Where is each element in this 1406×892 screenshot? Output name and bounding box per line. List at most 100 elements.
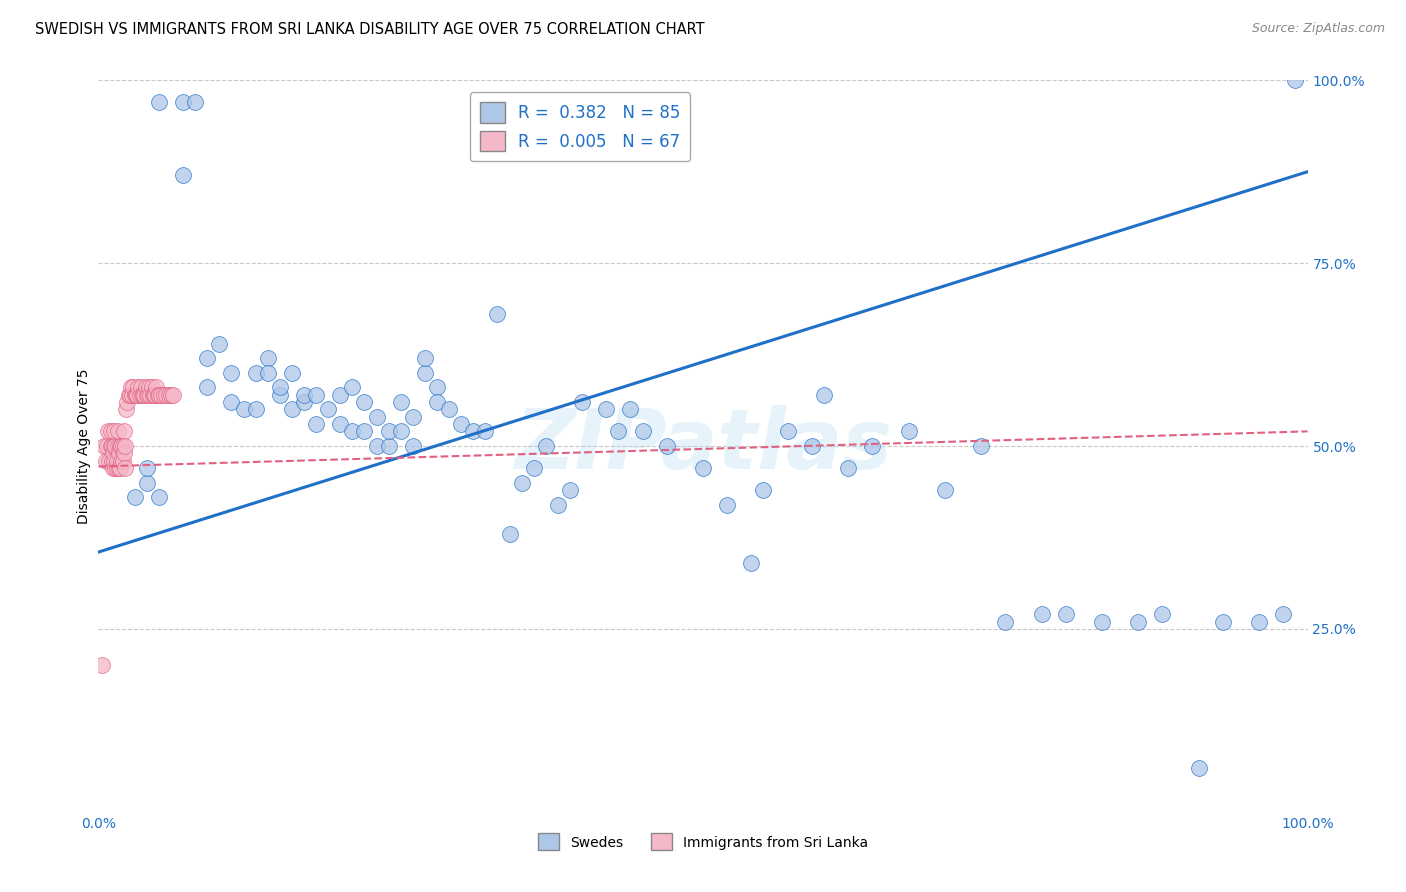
Point xyxy=(413,351,436,366)
Point xyxy=(523,461,546,475)
Text: ZIPatlas: ZIPatlas xyxy=(515,406,891,486)
Point xyxy=(221,395,243,409)
Point xyxy=(157,388,180,402)
Point xyxy=(108,446,131,460)
Point xyxy=(125,388,148,402)
Point xyxy=(160,388,183,402)
Point xyxy=(486,307,509,321)
Point xyxy=(103,453,125,467)
Point xyxy=(139,388,162,402)
Point xyxy=(498,526,520,541)
Point xyxy=(1031,607,1053,622)
Point xyxy=(413,366,436,380)
Point xyxy=(329,388,352,402)
Point xyxy=(426,395,449,409)
Point xyxy=(135,461,157,475)
Point xyxy=(143,388,166,402)
Point xyxy=(132,388,155,402)
Point xyxy=(103,425,125,439)
Point xyxy=(377,425,399,439)
Point xyxy=(104,439,127,453)
Point xyxy=(558,483,581,497)
Point xyxy=(837,461,859,475)
Point xyxy=(97,425,120,439)
Text: SWEDISH VS IMMIGRANTS FROM SRI LANKA DISABILITY AGE OVER 75 CORRELATION CHART: SWEDISH VS IMMIGRANTS FROM SRI LANKA DIS… xyxy=(35,22,704,37)
Point xyxy=(353,425,375,439)
Point xyxy=(607,425,630,439)
Point xyxy=(128,388,150,402)
Point xyxy=(1152,607,1174,622)
Point xyxy=(463,425,485,439)
Point xyxy=(655,439,678,453)
Point xyxy=(107,425,129,439)
Point xyxy=(305,417,328,431)
Point xyxy=(150,388,173,402)
Point xyxy=(195,351,218,366)
Point xyxy=(970,439,993,453)
Point xyxy=(547,498,569,512)
Point xyxy=(129,380,152,394)
Point xyxy=(111,439,134,453)
Point xyxy=(474,425,496,439)
Point xyxy=(402,439,425,453)
Point xyxy=(1249,615,1271,629)
Point xyxy=(813,388,835,402)
Point xyxy=(148,95,170,110)
Point xyxy=(91,658,114,673)
Point xyxy=(377,439,399,453)
Point xyxy=(100,439,122,453)
Point xyxy=(595,402,617,417)
Point xyxy=(112,425,135,439)
Point xyxy=(292,388,315,402)
Point xyxy=(112,446,135,460)
Point xyxy=(135,388,157,402)
Point xyxy=(100,453,122,467)
Point xyxy=(120,380,142,394)
Point xyxy=(172,169,194,183)
Point xyxy=(402,409,425,424)
Point xyxy=(281,366,304,380)
Point xyxy=(107,439,129,453)
Point xyxy=(94,453,117,467)
Point xyxy=(292,395,315,409)
Point xyxy=(534,439,557,453)
Point xyxy=(136,388,159,402)
Point xyxy=(155,388,177,402)
Point xyxy=(342,425,364,439)
Point xyxy=(510,475,533,490)
Point xyxy=(256,366,278,380)
Point xyxy=(105,461,128,475)
Point xyxy=(100,425,122,439)
Point xyxy=(115,402,138,417)
Point xyxy=(135,475,157,490)
Point xyxy=(124,388,146,402)
Point xyxy=(148,490,170,504)
Point xyxy=(127,388,149,402)
Point xyxy=(135,380,157,394)
Point xyxy=(104,461,127,475)
Point xyxy=(117,395,139,409)
Point xyxy=(110,453,132,467)
Point xyxy=(1212,615,1234,629)
Point xyxy=(118,388,141,402)
Point xyxy=(145,380,167,394)
Point xyxy=(98,453,121,467)
Point xyxy=(108,461,131,475)
Point xyxy=(103,439,125,453)
Point xyxy=(316,402,339,417)
Point xyxy=(134,388,156,402)
Point xyxy=(111,453,134,467)
Point xyxy=(93,439,115,453)
Point xyxy=(256,351,278,366)
Point xyxy=(110,439,132,453)
Point xyxy=(108,461,131,475)
Point xyxy=(100,439,122,453)
Point xyxy=(114,439,136,453)
Point xyxy=(122,380,145,394)
Point xyxy=(426,380,449,394)
Point xyxy=(108,439,131,453)
Point xyxy=(329,417,352,431)
Point xyxy=(142,388,165,402)
Point xyxy=(152,388,174,402)
Point xyxy=(96,439,118,453)
